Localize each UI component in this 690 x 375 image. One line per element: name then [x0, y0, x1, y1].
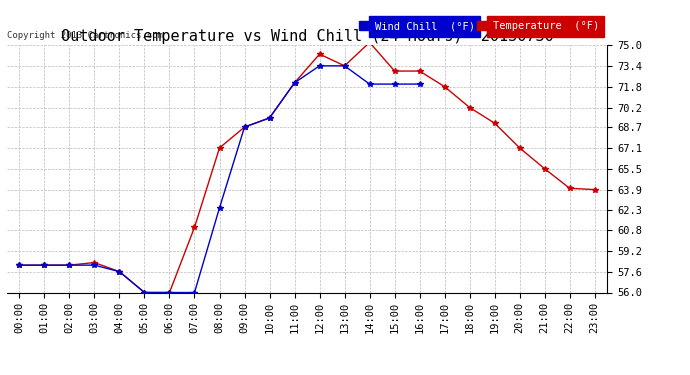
Legend: Wind Chill  (°F), Temperature  (°F): Wind Chill (°F), Temperature (°F): [356, 18, 602, 34]
Text: Copyright 2013 Cartronics.com: Copyright 2013 Cartronics.com: [7, 31, 163, 40]
Title: Outdoor Temperature vs Wind Chill (24 Hours)  20130730: Outdoor Temperature vs Wind Chill (24 Ho…: [61, 29, 553, 44]
